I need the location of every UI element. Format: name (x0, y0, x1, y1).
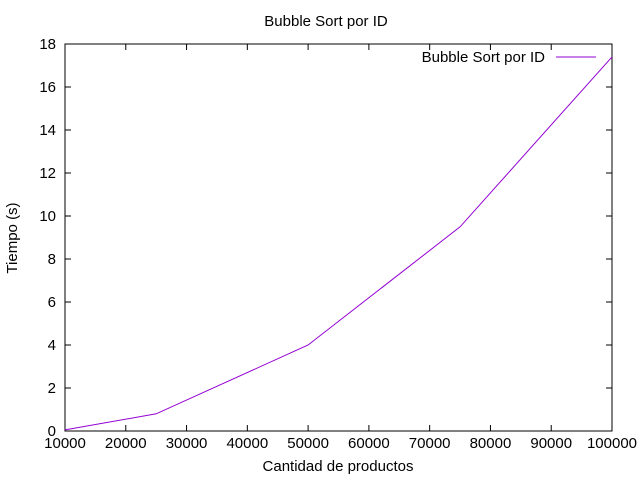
y-tick-label: 10 (39, 208, 56, 225)
y-tick-label: 8 (48, 251, 56, 268)
y-tick-label: 16 (39, 79, 56, 96)
y-tick-label: 14 (39, 122, 56, 139)
series-line (64, 56, 613, 431)
y-tick-label: 18 (39, 36, 56, 53)
x-tick-label: 20000 (105, 435, 147, 452)
x-axis-ticks: 10000 20000 30000 40000 50000 60000 70000 80000… (44, 44, 637, 452)
x-tick-label: 30000 (166, 435, 208, 452)
y-axis-label: Tiempo (s) (4, 202, 21, 273)
plot-frame (64, 43, 613, 432)
y-tick-label: 2 (48, 380, 56, 397)
x-tick-label: 90000 (530, 435, 572, 452)
x-tick-label: 80000 (470, 435, 512, 452)
y-tick-label: 12 (39, 165, 56, 182)
legend: Bubble Sort por ID (422, 49, 596, 66)
x-tick-label: 70000 (409, 435, 451, 452)
x-tick-label: 10000 (44, 435, 86, 452)
x-tick-label: 40000 (226, 435, 268, 452)
legend-label: Bubble Sort por ID (422, 49, 546, 66)
series-layer (64, 56, 613, 431)
x-tick-label: 100000 (587, 435, 637, 452)
chart-title: Bubble Sort por ID (264, 13, 388, 30)
y-tick-label: 0 (48, 423, 56, 440)
x-tick-label: 60000 (348, 435, 390, 452)
x-tick-label: 50000 (287, 435, 329, 452)
y-tick-label: 6 (48, 294, 56, 311)
y-tick-label: 4 (48, 337, 56, 354)
x-axis-label: Cantidad de productos (263, 458, 414, 475)
y-axis-ticks: 0 2 4 6 8 10 12 14 16 18 (39, 36, 612, 440)
